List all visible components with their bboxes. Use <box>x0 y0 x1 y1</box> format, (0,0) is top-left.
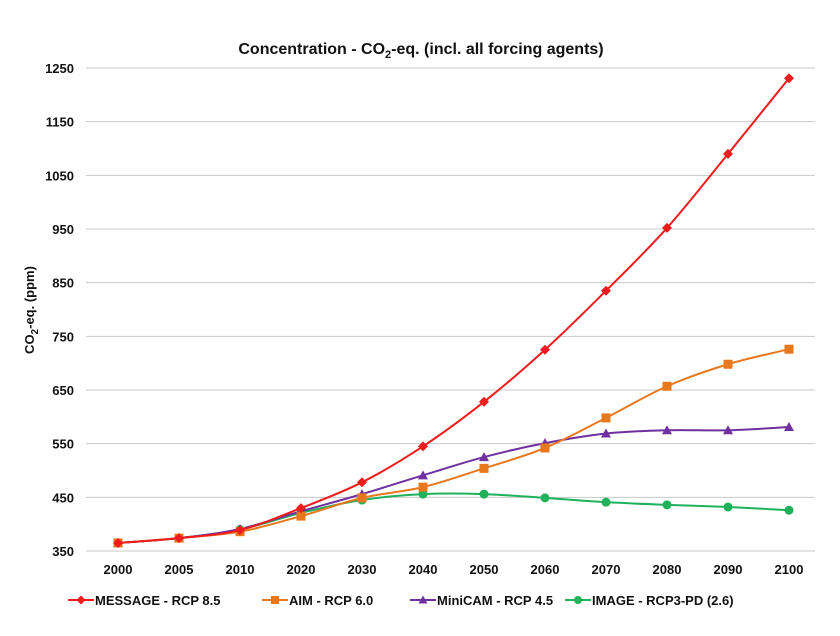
data-point-triangle <box>479 452 489 462</box>
y-tick-label: 1150 <box>46 115 74 130</box>
y-tick-label: 350 <box>52 544 74 559</box>
data-point-square <box>601 413 611 423</box>
data-point-circle <box>540 493 550 503</box>
y-tick-label: 1050 <box>45 168 74 183</box>
data-point-square <box>784 344 794 354</box>
x-tick-label: 2090 <box>714 562 743 577</box>
data-point-square <box>662 381 672 391</box>
series-square <box>113 344 794 548</box>
data-point-circle <box>662 500 672 510</box>
data-point-diamond <box>113 537 123 548</box>
data-point-square <box>271 596 279 604</box>
data-point-diamond <box>601 285 611 296</box>
x-tick-label: 2000 <box>104 562 133 577</box>
x-tick-label: 2100 <box>775 562 804 577</box>
legend-label: MiniCAM - RCP 4.5 <box>437 593 553 608</box>
x-tick-label: 2030 <box>348 562 377 577</box>
data-point-square <box>479 463 489 473</box>
series-line <box>117 77 790 544</box>
x-tick-label: 2010 <box>226 562 255 577</box>
x-tick-label: 2005 <box>165 562 194 577</box>
series-triangle <box>113 422 794 547</box>
data-point-square <box>296 511 306 521</box>
legend-label: MESSAGE - RCP 8.5 <box>95 593 220 608</box>
x-tick-label: 2040 <box>409 562 438 577</box>
data-point-diamond <box>174 533 184 544</box>
data-point-diamond <box>540 344 550 355</box>
y-tick-label: 650 <box>52 383 74 398</box>
data-point-square <box>540 443 550 453</box>
series-line <box>117 348 790 544</box>
data-point-square <box>723 359 733 369</box>
x-tick-label: 2080 <box>653 562 682 577</box>
data-point-diamond <box>235 525 245 536</box>
data-point-diamond <box>784 73 794 84</box>
data-point-triangle <box>784 422 794 432</box>
x-tick-label: 2050 <box>470 562 499 577</box>
data-point-triangle <box>723 425 733 435</box>
data-point-square <box>418 482 428 492</box>
series-circle <box>113 489 794 548</box>
legend-item: MiniCAM - RCP 4.5 <box>410 593 553 608</box>
data-point-circle <box>574 596 582 604</box>
data-point-triangle <box>662 425 672 435</box>
legend-item: AIM - RCP 6.0 <box>262 593 373 608</box>
data-point-triangle <box>601 428 611 438</box>
data-point-circle <box>723 502 733 512</box>
data-point-circle <box>601 497 611 507</box>
series-diamond <box>113 73 794 548</box>
legend-item: IMAGE - RCP3-PD (2.6) <box>565 593 734 608</box>
data-point-diamond <box>76 595 86 605</box>
chart-title: Concentration - CO2-eq. (incl. all forci… <box>238 41 603 61</box>
data-point-triangle <box>418 470 428 480</box>
data-point-diamond <box>662 222 672 233</box>
data-point-circle <box>784 505 794 515</box>
data-point-triangle <box>418 595 428 604</box>
legend-item: MESSAGE - RCP 8.5 <box>68 593 220 608</box>
data-point-diamond <box>723 148 733 159</box>
data-point-square <box>357 493 367 503</box>
x-tick-label: 2060 <box>531 562 560 577</box>
data-point-circle <box>418 489 428 499</box>
x-tick-label: 2020 <box>287 562 316 577</box>
y-tick-label: 850 <box>52 276 74 291</box>
series-line <box>117 426 790 544</box>
y-tick-label: 950 <box>52 222 74 237</box>
y-tick-label: 1250 <box>45 61 74 76</box>
x-tick-label: 2070 <box>592 562 621 577</box>
y-tick-label: 750 <box>52 329 74 344</box>
legend-label: IMAGE - RCP3-PD (2.6) <box>592 593 734 608</box>
data-point-diamond <box>296 503 306 514</box>
data-point-circle <box>479 489 489 499</box>
data-point-diamond <box>479 396 489 407</box>
legend-label: AIM - RCP 6.0 <box>289 593 373 608</box>
data-point-diamond <box>418 441 428 452</box>
y-axis-label: CO2-eq. (ppm) <box>22 266 41 354</box>
data-point-diamond <box>357 477 367 488</box>
y-tick-label: 450 <box>52 490 74 505</box>
y-tick-label: 550 <box>52 437 74 452</box>
